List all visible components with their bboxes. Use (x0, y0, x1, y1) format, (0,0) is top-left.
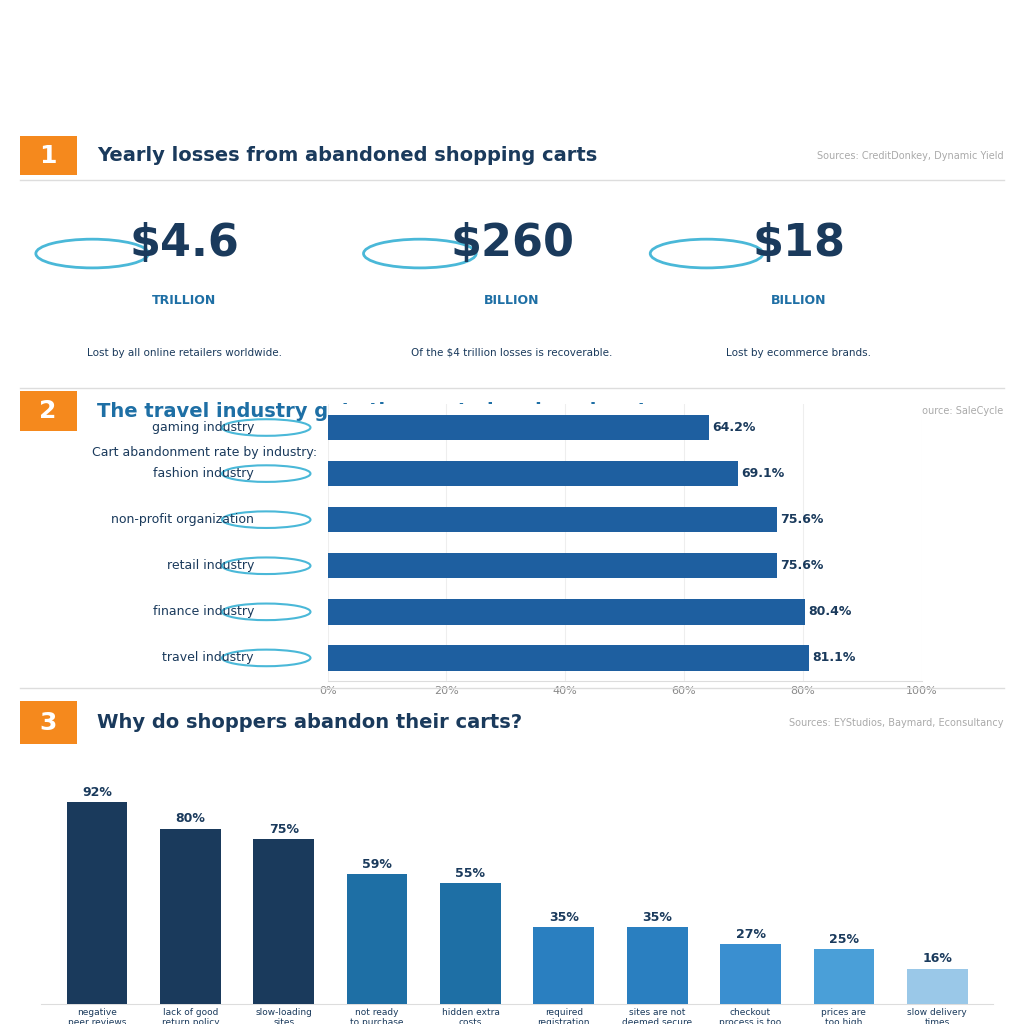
Text: 25%: 25% (828, 933, 859, 945)
Bar (347, 874, 408, 1004)
Text: retail industry: retail industry (167, 559, 254, 572)
Text: Sources: CreditDonkey, Dynamic Yield: Sources: CreditDonkey, Dynamic Yield (817, 151, 1004, 161)
Text: Online: Online (896, 35, 958, 54)
Bar (160, 828, 221, 1004)
Text: 16%: 16% (923, 952, 952, 966)
Text: 75.6%: 75.6% (779, 559, 823, 572)
Text: BILLION: BILLION (771, 294, 826, 307)
Text: 75%: 75% (268, 823, 299, 837)
Text: 80%: 80% (175, 812, 205, 825)
Bar (253, 840, 314, 1004)
Text: 92%: 92% (82, 786, 112, 799)
Text: Key Shopping Cart Abandonment Statistics: Key Shopping Cart Abandonment Statistics (92, 23, 571, 43)
Text: Lost by ecommerce brands.: Lost by ecommerce brands. (726, 348, 871, 357)
Bar (627, 927, 687, 1004)
Bar (328, 645, 809, 671)
Bar (328, 461, 738, 486)
Text: TRILLION: TRILLION (153, 294, 216, 307)
Text: fashion industry: fashion industry (154, 467, 254, 480)
FancyBboxPatch shape (20, 701, 77, 743)
Text: You Should Know: You Should Know (92, 75, 282, 95)
Text: 55%: 55% (456, 867, 485, 880)
Text: non-profit organization: non-profit organization (111, 513, 254, 526)
Bar (328, 507, 776, 532)
Bar (328, 599, 805, 625)
Text: Sources: EYStudios, Baymard, Econsultancy: Sources: EYStudios, Baymard, Econsultanc… (790, 718, 1004, 728)
Text: gaming industry: gaming industry (152, 421, 254, 434)
Text: BILLION: BILLION (484, 294, 540, 307)
Bar (328, 415, 709, 440)
Text: 35%: 35% (549, 910, 579, 924)
Text: 3: 3 (40, 711, 56, 735)
Text: 27%: 27% (735, 928, 766, 941)
FancyBboxPatch shape (20, 136, 77, 175)
Bar (67, 802, 127, 1004)
Text: Source: SaleCycle: Source: SaleCycle (916, 407, 1004, 416)
Text: Why do shoppers abandon their carts?: Why do shoppers abandon their carts? (97, 714, 522, 732)
Text: $260: $260 (450, 221, 574, 264)
Text: The travel industry gets the most abandoned carts: The travel industry gets the most abando… (97, 401, 658, 421)
Text: travel industry: travel industry (163, 651, 254, 665)
Text: 75.6%: 75.6% (779, 513, 823, 526)
FancyBboxPatch shape (20, 391, 77, 431)
Text: 81.1%: 81.1% (812, 651, 856, 665)
Bar (328, 553, 776, 579)
Text: $4.6: $4.6 (129, 221, 240, 264)
Bar (720, 944, 781, 1004)
Text: 1: 1 (39, 143, 57, 168)
Text: 3: 3 (16, 15, 76, 98)
Bar (534, 927, 594, 1004)
Bar (440, 883, 501, 1004)
Bar (907, 969, 968, 1004)
Text: Of the $4 trillion losses is recoverable.: Of the $4 trillion losses is recoverable… (412, 348, 612, 357)
Text: finance industry: finance industry (153, 605, 254, 618)
Text: Yearly losses from abandoned shopping carts: Yearly losses from abandoned shopping ca… (97, 146, 598, 165)
Text: 64.2%: 64.2% (712, 421, 756, 434)
Text: Lost by all online retailers worldwide.: Lost by all online retailers worldwide. (87, 348, 282, 357)
Text: REVIEWS FOR BUSINESS: REVIEWS FOR BUSINESS (788, 78, 908, 87)
Text: 59%: 59% (362, 858, 392, 871)
Text: 2: 2 (40, 399, 56, 423)
Text: $18: $18 (753, 221, 845, 264)
Text: 35%: 35% (642, 910, 672, 924)
Text: Cart abandonment rate by industry:: Cart abandonment rate by industry: (92, 446, 317, 459)
Bar (813, 949, 874, 1004)
Text: 80.4%: 80.4% (808, 605, 852, 618)
Text: Finances: Finances (778, 35, 876, 54)
Text: 69.1%: 69.1% (741, 467, 784, 480)
